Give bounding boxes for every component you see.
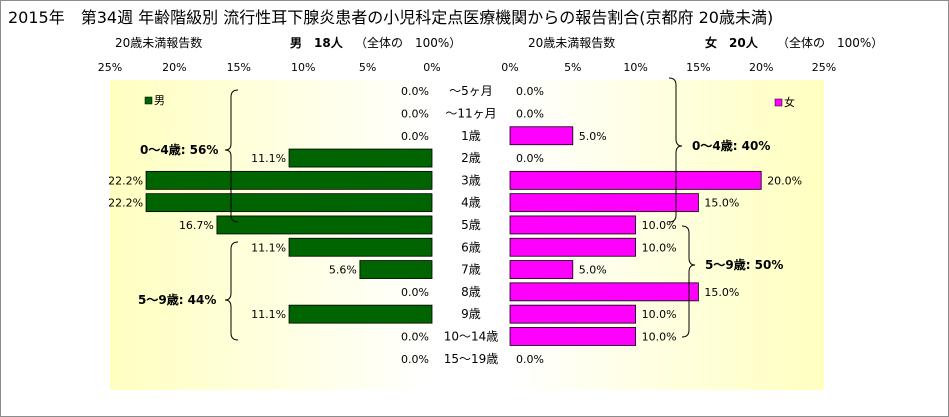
x-tick-right: 15% [686,61,710,74]
category-label: 8歳 [461,285,481,299]
bar-female [509,126,574,146]
data-label-female: 10.0% [642,308,677,321]
brace-female-0-4 [668,77,683,223]
legend-label-male: 男 [154,94,165,107]
bar-male [145,170,433,190]
data-label-female: 10.0% [642,330,677,343]
left-sub-header: 20歳未満報告数 [115,36,203,50]
left-count-label: 男 18人 [290,36,343,50]
bar-female [509,260,574,279]
right-total-label: （全体の 100%） [777,36,884,50]
x-tick-left: 25% [98,61,122,74]
data-label-female: 0.0% [516,85,544,98]
category-label: 15～19歳 [444,352,499,366]
category-label: 1歳 [461,129,481,143]
category-label: 2歳 [461,151,481,165]
bar-male [145,193,433,213]
data-label-female: 0.0% [516,353,544,366]
data-label-female: 10.0% [642,241,677,254]
bar-female [509,237,636,257]
category-label: ～11ヶ月 [445,106,496,120]
right-sub-header: 20歳未満報告数 [528,36,616,50]
data-label-male: 11.1% [251,241,286,254]
brace-female-5-9 [681,225,696,338]
bar-male [216,215,433,235]
brace-male-5-9 [224,241,239,341]
bar-female [509,282,699,302]
data-label-male: 11.1% [251,308,286,321]
legend-swatch-female [774,98,783,107]
x-tick-right: 20% [749,61,773,74]
x-tick-left: 5% [359,61,376,74]
x-tick-left: 10% [291,61,315,74]
data-label-female: 5.0% [579,264,607,277]
category-label: 10～14歳 [444,329,499,343]
data-label-female: 10.0% [642,219,677,232]
data-label-male: 0.0% [401,85,429,98]
x-tick-right: 25% [812,61,836,74]
data-label-male: 22.2% [108,197,143,210]
bar-male [359,260,433,279]
bar-female [509,327,636,346]
legend-swatch-male [144,96,153,105]
data-label-male: 22.2% [108,174,143,187]
x-tick-left: 0% [423,61,440,74]
category-label: 5歳 [461,218,481,232]
data-label-male: 16.7% [179,219,214,232]
data-label-female: 20.0% [767,174,802,187]
brace-male-0-4 [224,89,239,223]
data-label-male: 0.0% [401,130,429,143]
bar-female [509,193,699,213]
data-label-female: 0.0% [516,107,544,120]
data-label-female: 5.0% [579,130,607,143]
x-tick-right: 10% [623,61,647,74]
left-total-label: （全体の 100%） [355,36,462,50]
data-label-male: 0.0% [401,330,429,343]
annotation-male-5-9: 5～9歳: 44% [138,292,216,307]
x-tick-right: 0% [501,61,518,74]
legend-label-female: 女 [784,95,795,109]
data-label-male: 0.0% [401,286,429,299]
annotation-male-0-4: 0～4歳: 56% [140,142,218,157]
bar-female [509,215,636,235]
bar-male [288,237,433,257]
bar-female [509,170,762,190]
chart-title: 2015年 第34週 年齢階級別 流行性耳下腺炎患者の小児科定点医療機関からの報… [8,8,774,27]
category-label: ～5ヶ月 [449,84,493,98]
data-label-male: 0.0% [401,107,429,120]
data-label-male: 0.0% [401,353,429,366]
bar-female [509,304,636,324]
x-tick-right: 5% [564,61,581,74]
category-label: 3歳 [461,173,481,187]
left-plot-area [110,80,432,390]
right-count-label: 女 20人 [705,36,758,50]
data-label-female: 15.0% [704,197,739,210]
category-label: 9歳 [461,307,481,321]
data-label-male: 11.1% [251,152,286,165]
category-label: 6歳 [461,240,481,254]
x-tick-left: 20% [162,61,186,74]
x-tick-left: 15% [227,61,251,74]
bar-male [288,304,433,324]
data-label-female: 0.0% [516,152,544,165]
annotation-female-0-4: 0～4歳: 40% [692,138,770,153]
category-label: 7歳 [461,263,481,277]
data-label-male: 5.6% [329,264,357,277]
category-label: 4歳 [461,196,481,210]
bar-male [288,148,433,168]
annotation-female-5-9: 5～9歳: 50% [705,257,783,272]
data-label-female: 15.0% [704,286,739,299]
